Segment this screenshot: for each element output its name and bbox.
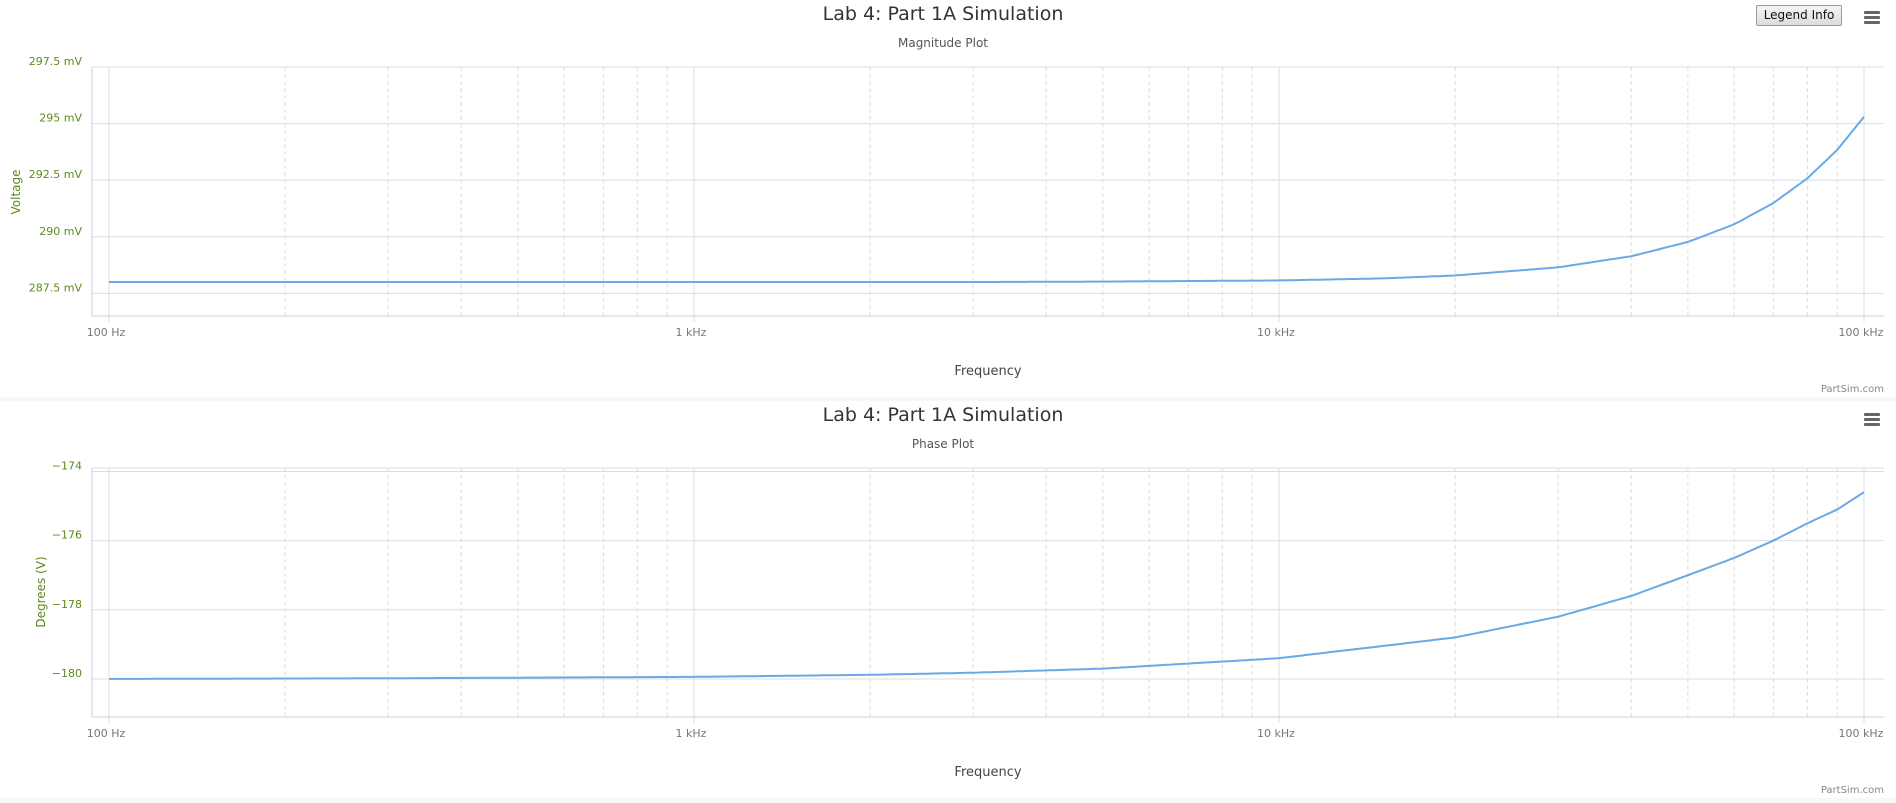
chart-title: Lab 4: Part 1A Simulation [823, 404, 1064, 426]
magnitude-chart-panel: Lab 4: Part 1A Simulation Magnitude Plot… [0, 0, 1896, 397]
y-tick-label: 297.5 mV [29, 55, 83, 68]
magnitude-chart: Lab 4: Part 1A Simulation Magnitude Plot… [9, 3, 1884, 395]
phase-chart: Lab 4: Part 1A Simulation Phase Plot Deg… [34, 404, 1884, 796]
chart-subtitle: Magnitude Plot [898, 36, 988, 50]
x-tick-label: 1 kHz [676, 326, 707, 339]
credit-label: PartSim.com [1821, 384, 1884, 395]
y-tick-label: −180 [52, 667, 82, 680]
chart-title: Lab 4: Part 1A Simulation [823, 3, 1064, 25]
x-tick-label: 100 kHz [1839, 727, 1884, 740]
y-axis-label: Voltage [9, 169, 23, 214]
x-tick-label: 100 kHz [1839, 326, 1884, 339]
credit-label: PartSim.com [1821, 785, 1884, 796]
phase-chart-panel: Lab 4: Part 1A Simulation Phase Plot Deg… [0, 401, 1896, 798]
x-tick-label: 10 kHz [1257, 326, 1295, 339]
x-tick-label: 100 Hz [87, 326, 126, 339]
y-tick-label: −176 [52, 529, 82, 542]
x-axis-label: Frequency [954, 364, 1021, 379]
x-axis-label: Frequency [954, 765, 1021, 780]
x-tick-label: 1 kHz [676, 727, 707, 740]
series-line [109, 116, 1865, 283]
y-tick-label: 290 mV [39, 225, 82, 238]
plot-area: 100 Hz 1 kHz 10 kHz 100 kHz 297.5 mV 295 mV 29… [29, 55, 1884, 339]
y-tick-label: −174 [52, 459, 82, 472]
y-tick-label: 295 mV [39, 112, 82, 125]
y-tick-label: −178 [52, 598, 82, 611]
series-line [108, 491, 1865, 680]
y-tick-label: 287.5 mV [29, 281, 83, 294]
hamburger-menu-icon[interactable] [1860, 6, 1884, 28]
x-tick-label: 100 Hz [87, 727, 126, 740]
y-axis-label: Degrees (V) [34, 556, 48, 627]
legend-info-button[interactable]: Legend Info [1756, 5, 1842, 26]
x-tick-label: 10 kHz [1257, 727, 1295, 740]
y-tick-label: 292.5 mV [29, 168, 83, 181]
hamburger-menu-icon[interactable] [1860, 408, 1884, 430]
plot-area: 100 Hz 1 kHz 10 kHz 100 kHz −174 −176 −178 −180 [52, 459, 1884, 740]
chart-subtitle: Phase Plot [912, 437, 975, 451]
